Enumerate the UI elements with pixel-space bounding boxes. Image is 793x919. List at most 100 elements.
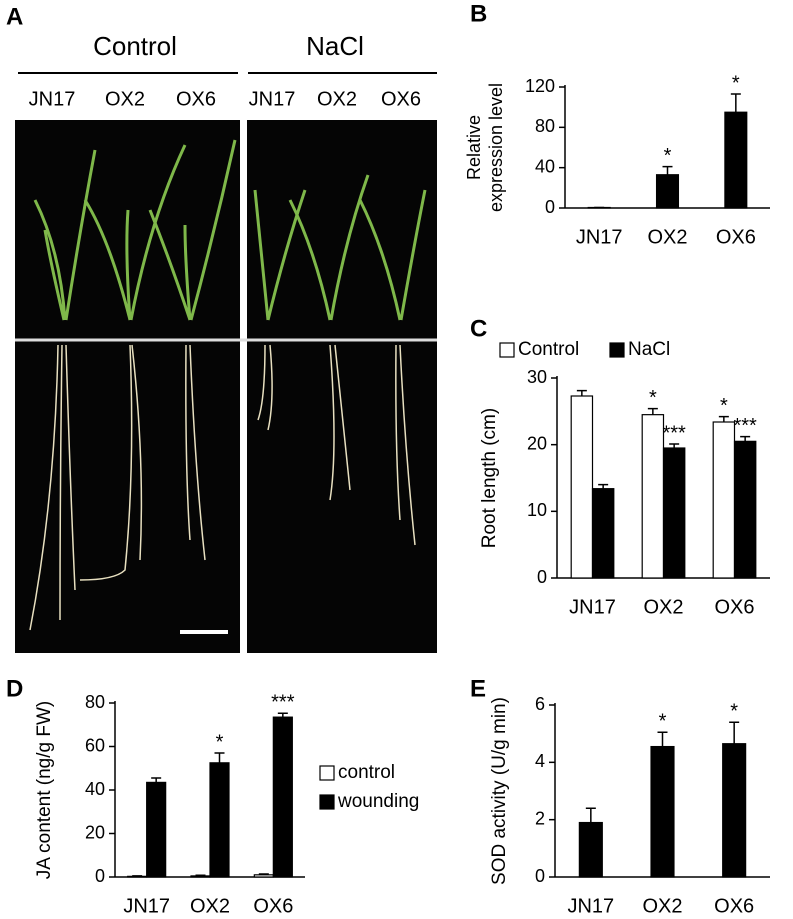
bar: [650, 745, 675, 878]
y-tick-label: 2: [535, 808, 545, 828]
panel-label: C: [470, 315, 487, 342]
roots: [29, 344, 416, 631]
y-axis-label: Root length (cm): [479, 408, 500, 548]
y-tick-label: 0: [535, 866, 545, 886]
photo: [247, 120, 437, 653]
bar: [724, 111, 748, 209]
error-bar: [730, 93, 741, 113]
line-label: JN17: [249, 88, 296, 110]
legend-label: Control: [518, 339, 579, 360]
group-label: NaCl: [306, 31, 364, 61]
x-tick-label: OX2: [642, 895, 682, 917]
legend-label: NaCl: [628, 339, 670, 360]
x-tick-label: OX2: [190, 895, 230, 917]
y-axis-label: Relative: [464, 115, 484, 180]
significance: ***: [733, 415, 757, 437]
panel-label: D: [6, 675, 23, 702]
x-tick-label: JN17: [569, 596, 616, 618]
error-bar: [576, 389, 587, 396]
error-bar: [669, 443, 680, 448]
x-tick-label: OX6: [714, 596, 754, 618]
significance: *: [730, 700, 738, 722]
error-bar: [598, 483, 609, 489]
error-bar: [214, 752, 225, 763]
legend-swatch: [319, 794, 335, 810]
line-label: OX2: [105, 88, 145, 110]
y-tick-label: 0: [537, 567, 547, 587]
shoots: [33, 139, 427, 321]
bar: [655, 174, 680, 209]
x-tick-label: OX6: [716, 226, 756, 248]
line-label: JN17: [29, 88, 76, 110]
bar: [662, 447, 686, 579]
error-bar: [195, 874, 206, 877]
x-tick-label: OX6: [714, 895, 754, 917]
bar: [190, 875, 211, 878]
y-tick-label: 20: [85, 822, 105, 842]
legend-label: wounding: [337, 791, 419, 812]
photo: [15, 120, 240, 653]
y-tick-label: 40: [85, 779, 105, 799]
y-axis-label: expression level: [486, 83, 506, 212]
error-bar: [662, 165, 673, 175]
significance: *: [649, 387, 657, 409]
error-bar: [277, 712, 288, 718]
y-tick-label: 4: [535, 751, 545, 771]
x-tick-label: JN17: [567, 895, 614, 917]
bar: [146, 781, 167, 878]
error-bar: [718, 415, 729, 422]
legend-swatch: [609, 342, 625, 358]
x-tick-label: JN17: [123, 895, 170, 917]
legend-swatch: [499, 342, 515, 358]
significance: ***: [662, 422, 686, 444]
y-tick-label: 20: [527, 433, 547, 453]
error-bar: [740, 435, 751, 442]
bar: [209, 762, 230, 878]
error-bar: [585, 807, 596, 823]
significance: *: [664, 145, 672, 167]
y-tick-label: 30: [527, 367, 547, 387]
significance: ***: [271, 692, 295, 714]
line-label: OX6: [176, 88, 216, 110]
y-axis-label: JA content (ng/g FW): [34, 701, 55, 879]
bar: [641, 414, 665, 579]
bar: [272, 716, 293, 878]
significance: *: [720, 395, 728, 417]
y-tick-label: 60: [85, 735, 105, 755]
y-axis-label: SOD activity (U/g min): [489, 697, 510, 885]
y-tick-label: 80: [85, 692, 105, 712]
error-bar: [729, 721, 740, 744]
significance: *: [732, 72, 740, 94]
error-bar: [647, 407, 658, 415]
line-label: OX2: [317, 88, 357, 110]
bar: [253, 874, 274, 878]
line-label: OX6: [381, 88, 421, 110]
error-bar: [258, 873, 269, 875]
significance: *: [659, 711, 667, 733]
bar: [578, 821, 603, 878]
bar: [733, 440, 757, 579]
panel-label: E: [470, 675, 486, 702]
y-tick-label: 6: [535, 694, 545, 714]
y-tick-label: 40: [535, 156, 555, 176]
panel-label: B: [470, 0, 487, 27]
y-tick-label: 120: [525, 76, 555, 96]
legend-label: control: [338, 762, 395, 783]
y-tick-label: 0: [95, 866, 105, 886]
significance: *: [216, 731, 224, 753]
bar: [722, 743, 747, 878]
bar: [591, 488, 615, 579]
x-tick-label: JN17: [576, 226, 623, 248]
x-tick-label: OX2: [643, 596, 683, 618]
y-tick-label: 10: [527, 500, 547, 520]
photo-panel: A Control NaCl JN17 OX2 OX6 JN17 OX2 OX6: [6, 3, 437, 653]
panel-label: A: [6, 3, 23, 30]
x-tick-label: OX2: [647, 226, 687, 248]
x-tick-label: OX6: [253, 895, 293, 917]
y-tick-label: 0: [545, 197, 555, 217]
legend-swatch: [319, 765, 335, 781]
y-tick-label: 80: [535, 116, 555, 136]
group-label: Control: [93, 31, 177, 61]
